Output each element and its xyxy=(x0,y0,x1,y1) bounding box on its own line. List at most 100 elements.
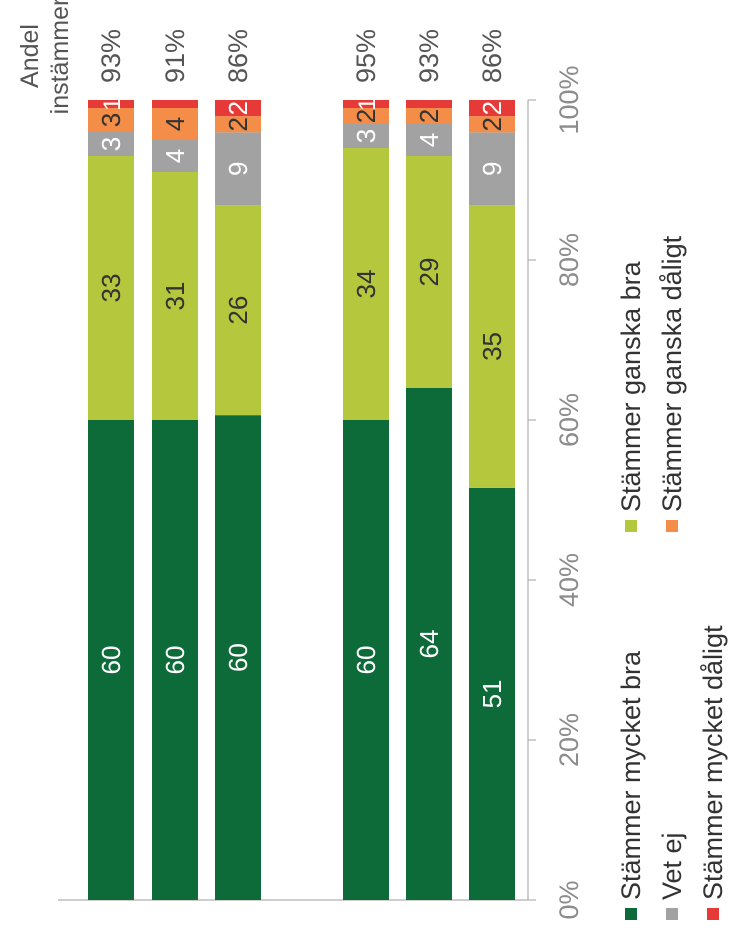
share-agree-values: 93% 91% 86% 95% 93% 86% xyxy=(96,29,507,83)
bar-segment xyxy=(152,420,198,900)
bar-segment xyxy=(469,116,515,133)
legend-swatch xyxy=(666,908,678,920)
data-label: 60 xyxy=(96,646,126,675)
bar-segment xyxy=(88,132,134,156)
legend-label: Stämmer ganska dåligt xyxy=(657,235,687,512)
legend: Stämmer mycket bra Vet ej Stämmer mycket… xyxy=(616,235,728,920)
bar-row-6: 51 35 9 2 2 xyxy=(469,99,515,900)
bar-segment xyxy=(152,100,198,108)
legend-item-stammer-ganska-daligt: Stämmer ganska dåligt xyxy=(657,235,687,532)
bar-segment xyxy=(343,124,389,148)
data-label: 64 xyxy=(414,630,444,659)
data-label: 3 xyxy=(351,129,381,143)
legend-item-stammer-ganska-bra: Stämmer ganska bra xyxy=(616,260,646,532)
bar-row-2: 60 31 4 4 xyxy=(152,100,198,900)
data-label: 4 xyxy=(160,149,190,163)
bar-segment xyxy=(88,420,134,900)
legend-label: Stämmer mycket dåligt xyxy=(698,625,728,900)
bar-segment xyxy=(406,108,452,124)
data-label: 9 xyxy=(477,161,507,175)
bar-segment xyxy=(406,156,452,388)
bar-segment xyxy=(88,156,134,420)
bar-row-3: 60 26 9 2 2 xyxy=(215,99,261,900)
data-label: 60 xyxy=(223,643,253,672)
bar-segment xyxy=(343,108,389,124)
legend-label: Vet ej xyxy=(657,832,687,900)
bar-segment xyxy=(88,100,134,108)
bar-segment xyxy=(469,205,515,488)
data-label: 2 xyxy=(477,101,507,115)
bar-segment xyxy=(215,415,261,900)
data-label: 60 xyxy=(160,646,190,675)
bar-row-4: 60 34 3 21 xyxy=(343,97,389,900)
data-label: 9 xyxy=(223,161,253,175)
data-label: 29 xyxy=(414,258,444,287)
bar-segment xyxy=(406,388,452,900)
data-label: 1 xyxy=(99,97,126,110)
data-label: 34 xyxy=(351,270,381,299)
data-label: 33 xyxy=(96,274,126,303)
share-agree-value: 86% xyxy=(477,29,507,83)
share-agree-column: Andel instämmer 93% 91% 86% 95% 93% 86% xyxy=(16,0,507,114)
share-agree-value: 86% xyxy=(223,29,253,83)
share-agree-header-line-2: instämmer xyxy=(46,0,74,114)
legend-item-vet-ej: Vet ej xyxy=(657,832,687,920)
data-label: 2 xyxy=(223,117,253,131)
bar-segment xyxy=(343,420,389,900)
data-label: 3 xyxy=(96,113,126,127)
bar-segment xyxy=(215,205,261,416)
bar-segment xyxy=(152,108,198,140)
legend-label: Stämmer ganska bra xyxy=(616,260,646,512)
legend-swatch xyxy=(707,908,719,920)
share-agree-value: 93% xyxy=(96,29,126,83)
bar-segment xyxy=(215,99,261,117)
legend-swatch xyxy=(666,520,678,532)
data-label: 31 xyxy=(160,282,190,311)
x-tick-label: 40% xyxy=(554,553,584,607)
bar-row-5: 64 29 4 2 xyxy=(406,100,452,900)
legend-label: Stämmer mycket bra xyxy=(616,650,646,900)
data-label: 4 xyxy=(160,117,190,131)
bar-segment xyxy=(88,108,134,132)
bar-segment xyxy=(343,100,389,108)
data-label: 1 xyxy=(354,97,381,110)
x-tick-label: 60% xyxy=(554,393,584,447)
data-label: 35 xyxy=(477,332,507,361)
data-label: 60 xyxy=(351,646,381,675)
x-ticks-layer: 0% 20% 40% 60% 80% 100% xyxy=(528,65,584,920)
bar-segment xyxy=(152,172,198,420)
bar-segment xyxy=(469,487,515,900)
bar-segment xyxy=(469,132,515,206)
bar-segment xyxy=(469,99,515,117)
legend-item-stammer-mycket-bra: Stämmer mycket bra xyxy=(616,650,646,920)
share-agree-header-line-1: Andel xyxy=(16,24,44,88)
data-label: 2 xyxy=(477,117,507,131)
legend-swatch xyxy=(625,520,637,532)
share-agree-value: 93% xyxy=(414,29,444,83)
x-tick-label: 20% xyxy=(554,713,584,767)
bar-segment xyxy=(406,100,452,108)
data-label: 3 xyxy=(96,137,126,151)
x-tick-label: 80% xyxy=(554,233,584,287)
x-tick-label: 100% xyxy=(554,65,584,134)
bar-segment xyxy=(406,124,452,156)
legend-item-stammer-mycket-daligt: Stämmer mycket dåligt xyxy=(698,625,728,920)
data-label: 2 xyxy=(414,109,444,123)
legend-swatch xyxy=(625,908,637,920)
x-tick-label: 0% xyxy=(554,880,584,919)
share-agree-value: 91% xyxy=(160,29,190,83)
bar-segment xyxy=(215,116,261,133)
data-label: 2 xyxy=(223,101,253,115)
bar-segment xyxy=(343,148,389,420)
chart-rotation-frame: 6033331603144602692260343216429425135922… xyxy=(16,0,728,920)
data-label: 4 xyxy=(414,133,444,147)
share-agree-value: 95% xyxy=(351,29,381,83)
bar-segment xyxy=(152,140,198,172)
data-label: 26 xyxy=(223,296,253,325)
data-label: 51 xyxy=(477,679,507,708)
data-label: 2 xyxy=(351,109,381,123)
bar-segment xyxy=(215,132,261,206)
